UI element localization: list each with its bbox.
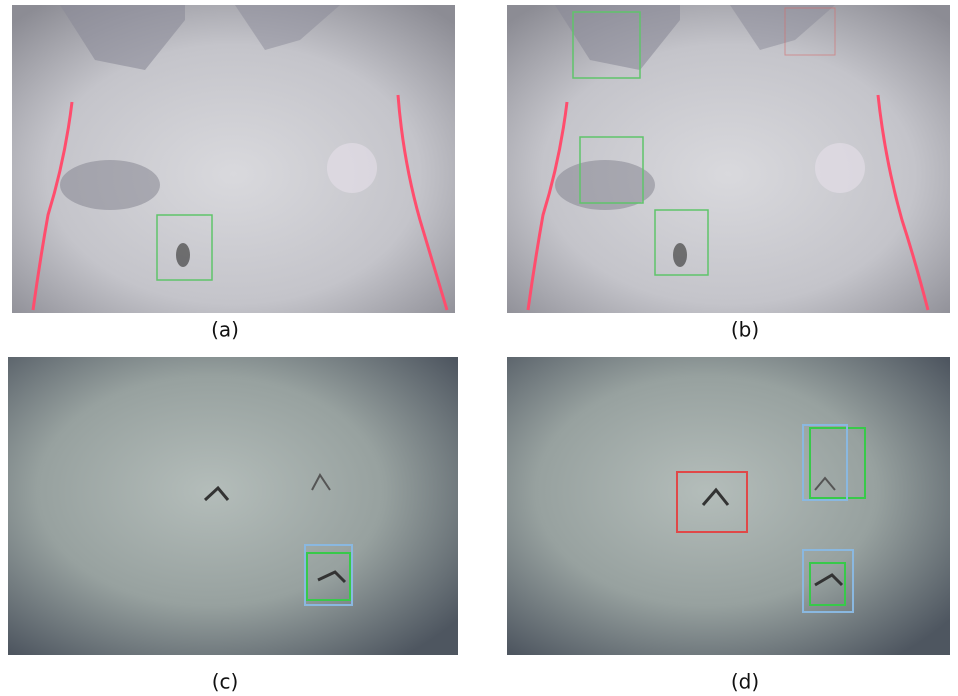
caption: (b) <box>731 318 759 342</box>
spot <box>327 143 377 193</box>
photo <box>507 357 950 655</box>
spot <box>815 143 865 193</box>
burrow <box>673 243 687 267</box>
caption: (d) <box>731 670 759 694</box>
panel-a <box>12 5 455 313</box>
caption: (c) <box>212 670 239 694</box>
panel-d <box>507 357 950 655</box>
photo <box>8 357 458 655</box>
burrow <box>176 243 190 267</box>
burrow <box>60 160 160 210</box>
photo <box>12 5 455 313</box>
caption: (a) <box>211 318 239 342</box>
panel-c <box>8 357 458 655</box>
panel-b <box>507 5 950 313</box>
figure: (a) (b) (c) (d) <box>0 0 958 696</box>
